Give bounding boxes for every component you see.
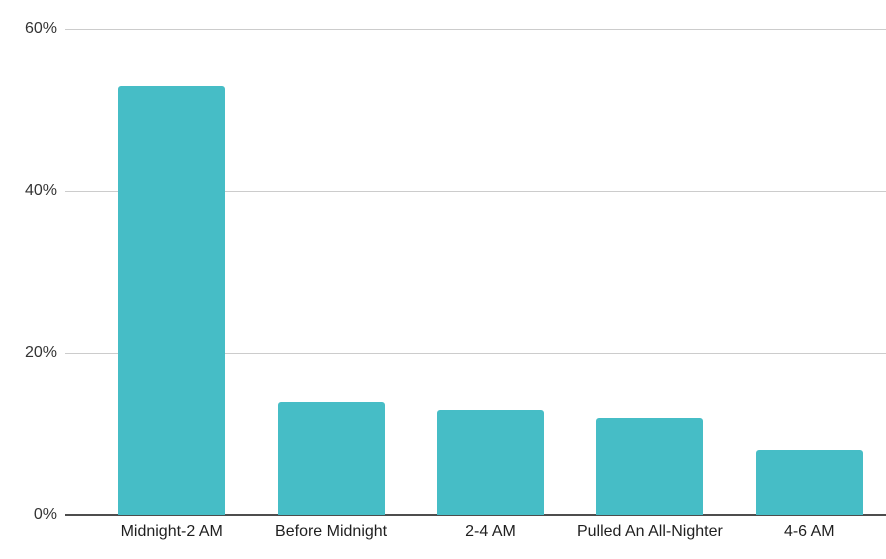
bar (118, 85, 226, 515)
x-tick-label: 2-4 AM (465, 523, 516, 540)
x-tick-label: 4-6 AM (783, 523, 835, 540)
bar (277, 401, 385, 515)
x-tick-label: Pulled An All-Nighter (576, 523, 723, 540)
gridline (65, 353, 886, 354)
x-tick-label: Before Midnight (275, 523, 388, 540)
x-tick-label: Midnight-2 AM (120, 523, 223, 540)
x-axis-baseline (65, 514, 886, 516)
bar (596, 417, 704, 515)
y-tick-label: 40% (24, 182, 57, 199)
gridline (65, 29, 886, 30)
gridline (65, 191, 886, 192)
y-tick-label: 0% (33, 506, 57, 523)
bar (437, 409, 544, 515)
y-tick-label: 60% (24, 20, 57, 37)
bar (755, 450, 863, 515)
y-tick-label: 20% (24, 344, 57, 361)
